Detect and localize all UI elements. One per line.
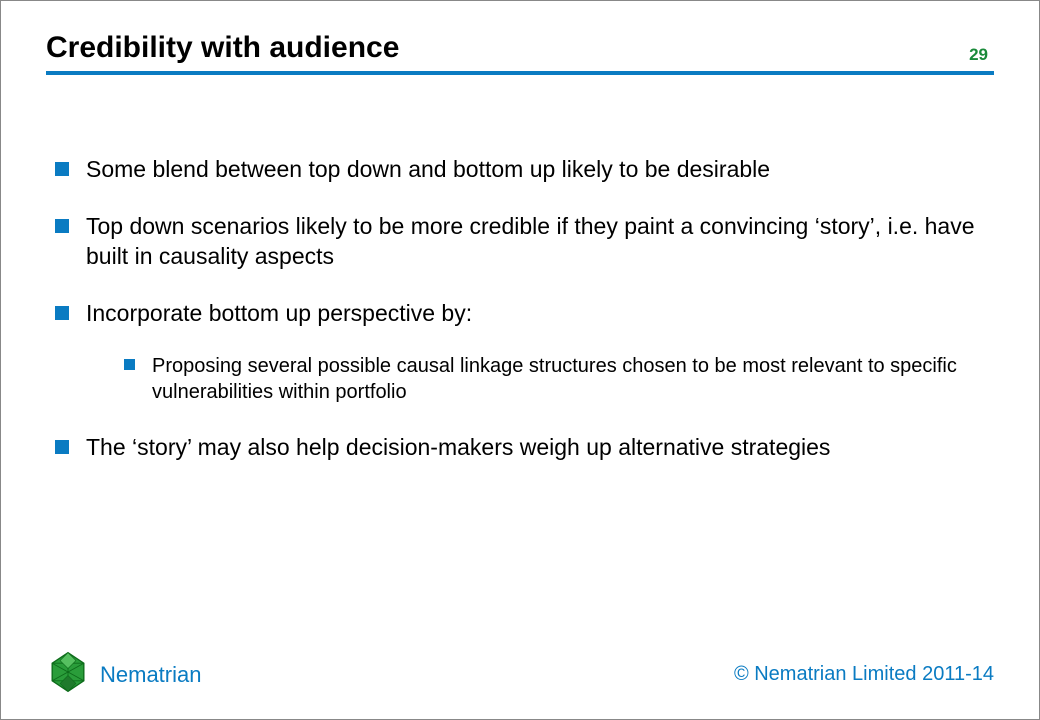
brand-name: Nematrian (100, 662, 201, 688)
slide-footer: Nematrian © Nematrian Limited 2011-14 (1, 650, 1039, 699)
slide-title: Credibility with audience (46, 31, 399, 65)
page-number: 29 (969, 45, 994, 65)
bullet-text: Some blend between top down and bottom u… (86, 156, 770, 182)
sub-bullet-list: Proposing several possible causal linkag… (86, 353, 988, 405)
logo-icon (46, 650, 90, 699)
footer-left: Nematrian (46, 650, 201, 699)
sub-bullet-item: Proposing several possible causal linkag… (120, 353, 988, 405)
bullet-text: The ‘story’ may also help decision-maker… (86, 434, 830, 460)
bullet-item: Top down scenarios likely to be more cre… (52, 212, 988, 271)
slide-header: Credibility with audience 29 (46, 31, 994, 75)
bullet-item: Some blend between top down and bottom u… (52, 155, 988, 184)
bullet-text: Top down scenarios likely to be more cre… (86, 213, 975, 268)
copyright-text: © Nematrian Limited 2011-14 (734, 663, 994, 686)
bullet-list: Some blend between top down and bottom u… (52, 155, 988, 462)
sub-bullet-text: Proposing several possible causal linkag… (152, 355, 957, 403)
slide-container: Credibility with audience 29 Some blend … (1, 1, 1039, 719)
bullet-text: Incorporate bottom up perspective by: (86, 300, 472, 326)
slide-content: Some blend between top down and bottom u… (46, 155, 994, 462)
bullet-item: Incorporate bottom up perspective by: Pr… (52, 299, 988, 404)
bullet-item: The ‘story’ may also help decision-maker… (52, 433, 988, 462)
